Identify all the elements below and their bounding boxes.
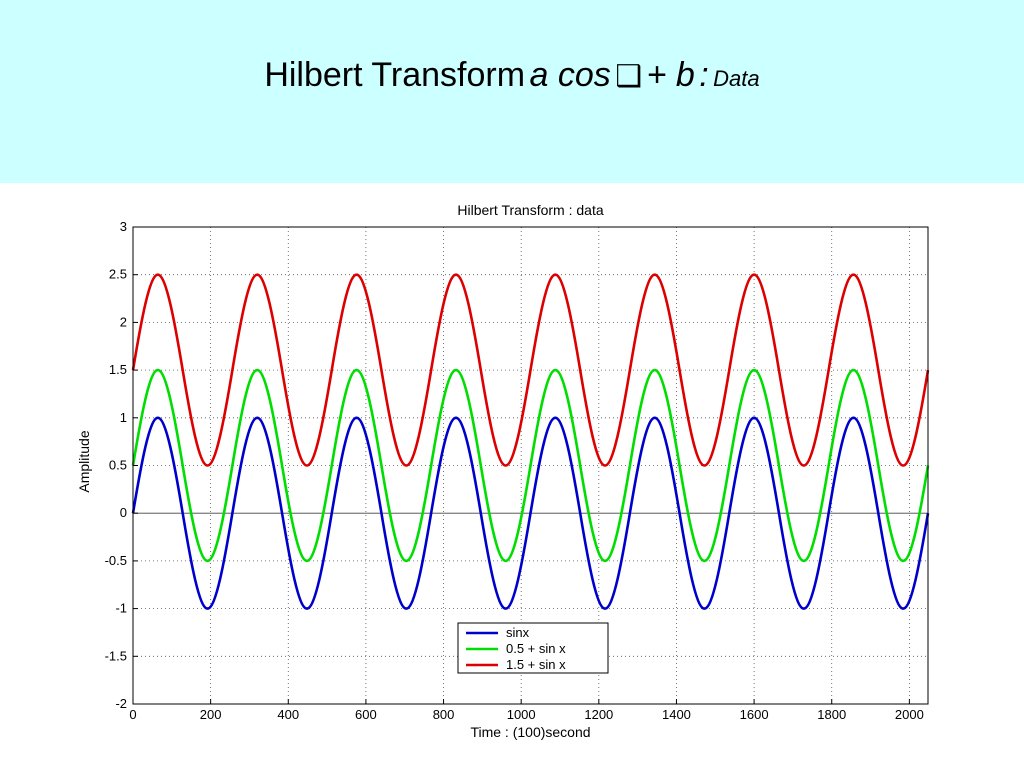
x-tick-label: 1000: [507, 707, 536, 722]
x-tick-label: 2000: [895, 707, 924, 722]
y-tick-label: -1.5: [105, 648, 127, 663]
y-tick-label: 0: [120, 505, 127, 520]
slide-header: [0, 0, 1024, 183]
title-main: Hilbert Transform: [264, 56, 526, 94]
legend-label: sinx: [506, 625, 530, 640]
series-line-sinx: [131, 416, 930, 610]
series-line-1-5-sin-x: [131, 273, 930, 467]
x-tick-label: 800: [433, 707, 455, 722]
y-axis-title: Amplitude: [76, 430, 92, 492]
chart: Hilbert Transform : data 0 200 400 600 800 10…: [76, 202, 930, 740]
x-tick-label: 1200: [584, 707, 613, 722]
slide-title: Hilbert Transform a cos ❑ + b : Data: [0, 56, 1024, 95]
x-tick-label: 600: [355, 707, 377, 722]
y-tick-label: -0.5: [105, 553, 127, 568]
title-italic: a cos: [529, 56, 611, 94]
series-layer: [131, 273, 930, 610]
x-tick-label: 200: [200, 707, 222, 722]
x-tick-label: 1600: [740, 707, 769, 722]
title-symbol: ❑: [615, 60, 643, 93]
chart-title: Hilbert Transform : data: [457, 202, 603, 218]
x-tick-label: 1800: [817, 707, 846, 722]
legend-label: 1.5 + sin x: [506, 657, 566, 672]
y-tick-label: -1: [115, 601, 127, 616]
y-tick-label: 0.5: [109, 458, 127, 473]
y-tick-label: 1: [120, 410, 127, 425]
legend-label: 0.5 + sin x: [506, 641, 566, 656]
x-axis-title: Time : (100)second: [470, 724, 590, 740]
y-tick-label: 1.5: [109, 362, 127, 377]
x-tick-label: 1400: [662, 707, 691, 722]
x-tick-label: 400: [277, 707, 299, 722]
y-tick-label: -2: [115, 696, 127, 711]
title-small: Data: [713, 66, 760, 91]
ticks: 0 200 400 600 800 1000 1200 1400 1600 1800 2000 -2 -…: [105, 219, 924, 722]
y-tick-label: 2: [120, 314, 127, 329]
title-colon: :: [699, 56, 709, 94]
title-plus: + b: [646, 56, 695, 94]
y-tick-label: 3: [120, 219, 127, 234]
x-tick-label: 0: [129, 707, 136, 722]
series-line-0-5-sin-x: [131, 368, 930, 563]
y-tick-label: 2.5: [109, 267, 127, 282]
